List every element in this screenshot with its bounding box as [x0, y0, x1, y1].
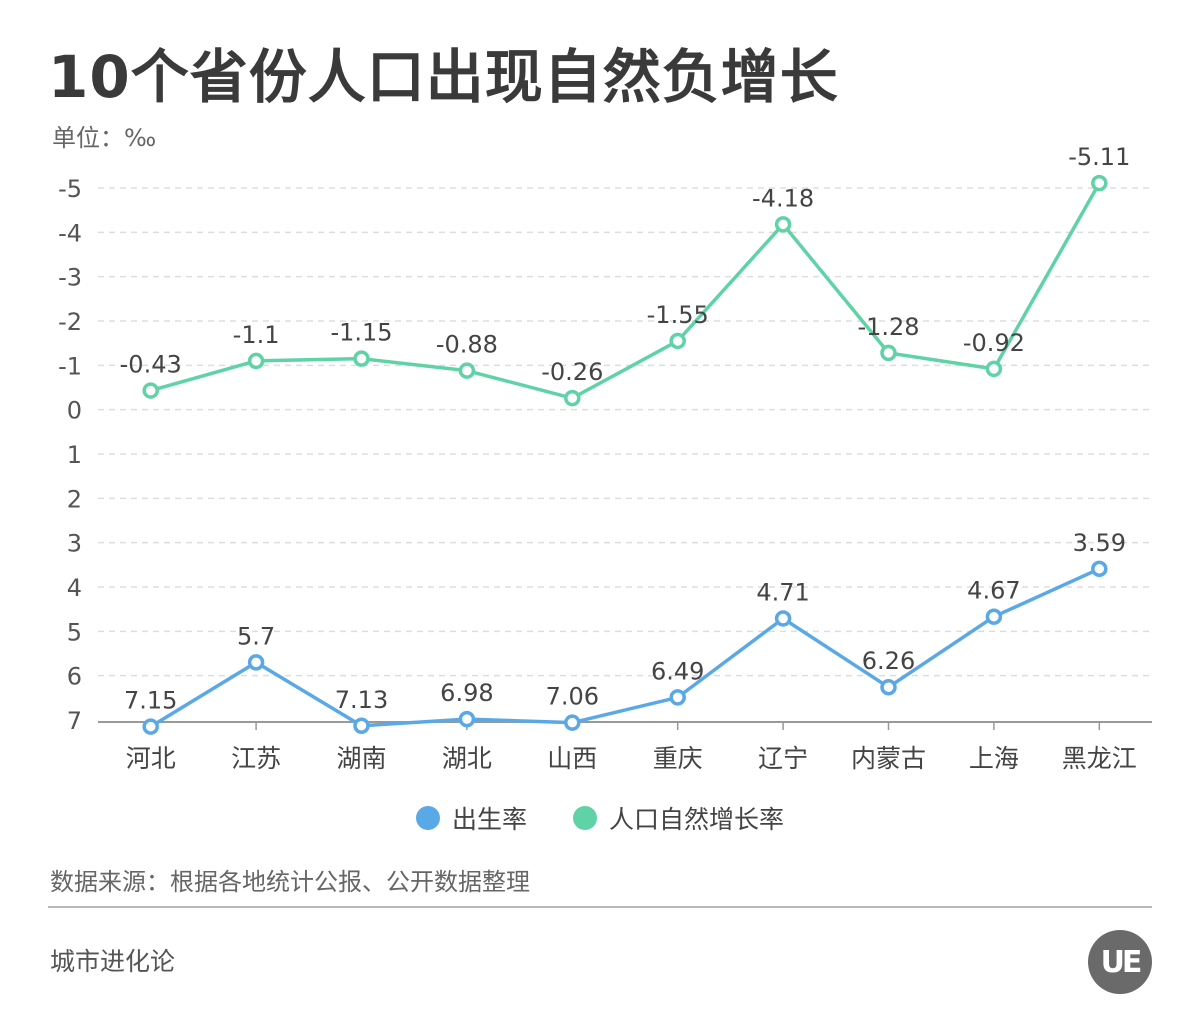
data-point [458, 710, 476, 728]
data-point [669, 332, 686, 350]
data-point [247, 352, 265, 370]
data-point [669, 689, 686, 706]
x-tick-label: 山西 [547, 744, 597, 773]
data-label: 7.13 [335, 686, 388, 714]
data-point [458, 362, 476, 379]
data-point [564, 389, 581, 407]
data-point [774, 610, 792, 627]
legend-item-natural[interactable]: 人口自然增长率 [573, 800, 784, 836]
y-tick-label: -4 [58, 219, 82, 247]
legend-label-natural: 人口自然增长率 [609, 805, 785, 834]
data-point [985, 608, 1003, 625]
x-tick-label: 湖南 [336, 744, 386, 773]
y-tick-label: 5 [67, 618, 82, 646]
legend: 出生率 人口自然增长率 [0, 800, 1200, 836]
legend-item-birth[interactable]: 出生率 [415, 800, 527, 836]
data-label: 3.59 [1073, 529, 1126, 557]
data-label: 6.49 [651, 657, 704, 685]
brand-logo: UE [1088, 930, 1152, 994]
data-point [1091, 560, 1108, 578]
x-tick-label: 辽宁 [758, 744, 808, 773]
data-point [142, 718, 159, 735]
brand-name: 城市进化论 [50, 947, 176, 976]
data-label: -0.43 [120, 351, 182, 379]
series-line-1 [150, 182, 1101, 400]
data-point [142, 382, 159, 399]
footer-divider [48, 906, 1152, 908]
data-label: -1.55 [647, 301, 709, 329]
data-point [880, 678, 897, 696]
x-tick-label: 江苏 [231, 744, 281, 773]
y-tick-label: 3 [67, 530, 82, 558]
x-tick-label: 重庆 [653, 744, 703, 773]
legend-dot-birth-icon [415, 806, 440, 830]
data-label: -0.92 [963, 329, 1025, 357]
y-tick-label: 6 [67, 663, 82, 691]
data-label: -1.28 [857, 313, 919, 341]
data-label: 5.7 [237, 622, 275, 650]
data-point [985, 360, 1003, 378]
data-label: -4.18 [752, 184, 814, 212]
data-label: -1.15 [330, 319, 392, 347]
y-tick-label: -5 [58, 175, 82, 203]
y-tick-label: 2 [67, 485, 82, 513]
legend-label-birth: 出生率 [451, 805, 527, 834]
unit-label: 单位：‰ [52, 124, 157, 152]
data-label: -1.1 [233, 321, 280, 349]
data-point [353, 717, 370, 735]
y-tick-label: -1 [58, 352, 82, 380]
x-tick-label: 内蒙古 [851, 744, 926, 773]
line-chart: -5 -4 -3 -2 -1 0 1 2 3 4 5 6 7 河北 江苏 湖南 湖北 山西 重庆 辽宁 内蒙古 上海 黑龙江… [58, 143, 1152, 773]
data-label: -5.11 [1068, 143, 1130, 171]
y-tick-label: 7 [67, 707, 82, 735]
data-label: 7.06 [546, 683, 599, 711]
y-tick-label: -3 [58, 264, 82, 292]
x-tick-label: 黑龙江 [1062, 744, 1137, 773]
data-label: 4.71 [756, 578, 809, 606]
data-source: 数据来源：根据各地统计公报、公开数据整理 [50, 868, 530, 896]
data-point [353, 350, 370, 367]
data-label: -0.88 [436, 331, 498, 359]
data-label: 6.26 [862, 647, 915, 675]
series-line-0 [149, 567, 1101, 729]
data-point [564, 714, 581, 731]
legend-dot-natural-icon [573, 806, 597, 830]
data-label: 4.67 [967, 577, 1020, 605]
data-point [1091, 174, 1108, 192]
data-point [247, 654, 265, 671]
y-tick-label: 0 [67, 397, 82, 425]
data-label: 6.98 [440, 679, 493, 707]
x-tick-label: 河北 [126, 744, 176, 773]
chart-title: 10个省份人口出现自然负增长 [48, 43, 839, 111]
data-point [880, 344, 897, 362]
data-label: 7.15 [124, 687, 177, 715]
y-tick-label: -2 [58, 308, 82, 336]
y-tick-label: 4 [67, 574, 82, 602]
data-point [774, 216, 792, 233]
data-label: -0.26 [541, 358, 603, 386]
x-tick-label: 上海 [969, 744, 1019, 773]
y-tick-label: 1 [67, 441, 82, 469]
x-tick-label: 湖北 [442, 744, 492, 773]
